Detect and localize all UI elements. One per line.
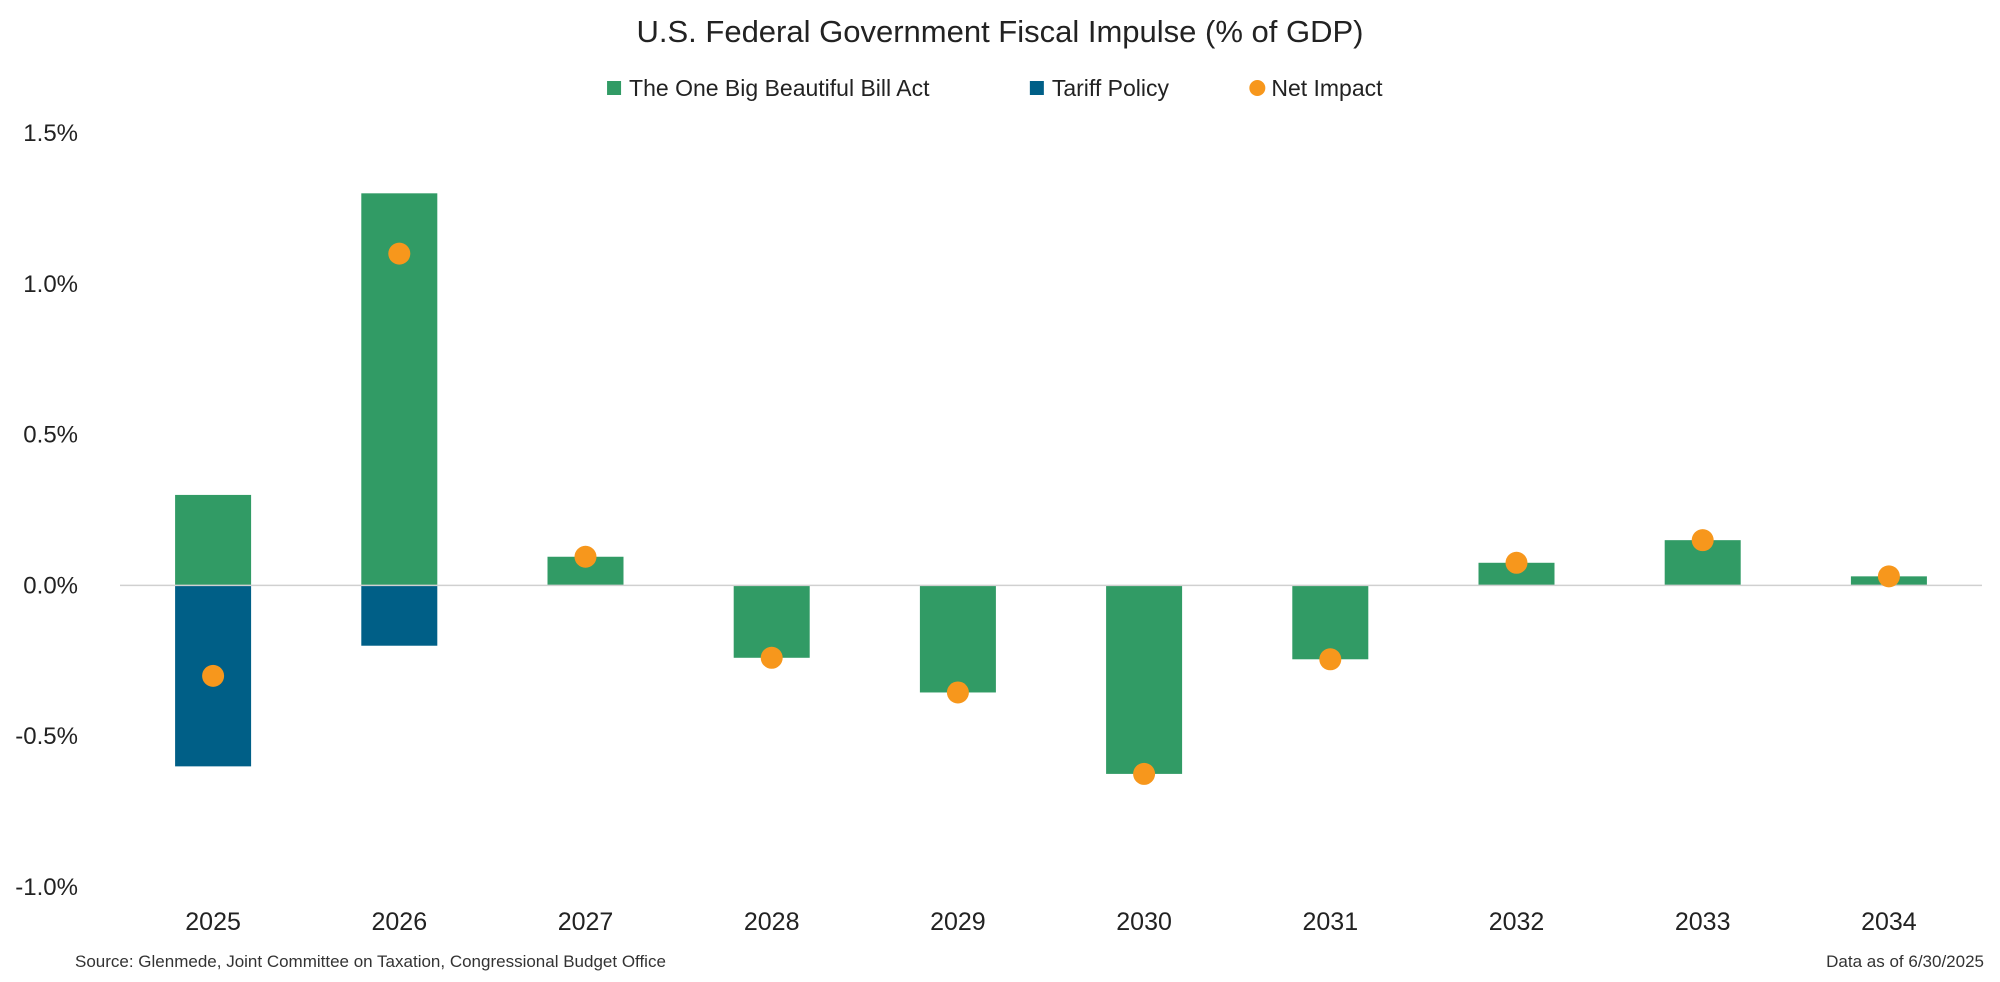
legend-label-1: Tariff Policy [1052,75,1170,101]
bar-tariff-2026 [361,585,438,646]
bar-obbba-2025 [175,494,252,586]
net-impact-point-2034 [1877,565,1900,588]
net-impact-point-2033 [1691,529,1714,552]
legend-label-2: Net Impact [1271,75,1383,101]
x-tick-label-2028: 2028 [744,908,800,936]
x-tick-label-2031: 2031 [1302,908,1358,936]
net-impact-point-2026 [388,242,411,265]
bar-obbba-2031 [1292,585,1369,660]
y-tick-label: 1.0% [23,271,78,298]
y-tick-label: 0.5% [23,422,78,449]
net-impact-point-2029 [946,681,969,704]
x-tick-label-2026: 2026 [371,908,427,936]
bar-obbba-2032 [1478,562,1555,586]
bar-obbba-2029 [919,585,996,693]
bar-obbba-2030 [1106,585,1183,774]
bar-obbba-2028 [733,585,810,658]
chart-title: U.S. Federal Government Fiscal Impulse (… [636,14,1363,49]
source-note: Source: Glenmede, Joint Committee on Tax… [75,952,666,971]
net-impact-point-2030 [1133,762,1156,785]
x-tick-label-2025: 2025 [185,908,241,936]
y-tick-label: 1.5% [23,120,78,147]
y-tick-label: 0.0% [23,572,78,599]
net-impact-point-2027 [574,545,597,568]
x-tick-label-2029: 2029 [930,908,986,936]
net-impact-point-2031 [1319,648,1342,671]
legend-swatch-1 [1029,81,1044,95]
legend-swatch-0 [607,81,622,95]
legend-label-0: The One Big Beautiful Bill Act [629,75,930,101]
x-tick-label-2032: 2032 [1489,908,1545,936]
y-tick-label: -1.0% [15,874,78,901]
x-tick-label-2034: 2034 [1861,908,1917,936]
net-impact-point-2032 [1505,551,1528,574]
net-impact-point-2025 [202,664,225,687]
legend-marker-2 [1249,80,1266,96]
x-tick-label-2030: 2030 [1116,908,1172,936]
net-impact-point-2028 [760,646,783,669]
x-tick-label-2027: 2027 [558,908,614,936]
data-date-note: Data as of 6/30/2025 [1826,952,1984,971]
x-tick-label-2033: 2033 [1675,908,1731,936]
y-tick-label: -0.5% [15,723,78,750]
